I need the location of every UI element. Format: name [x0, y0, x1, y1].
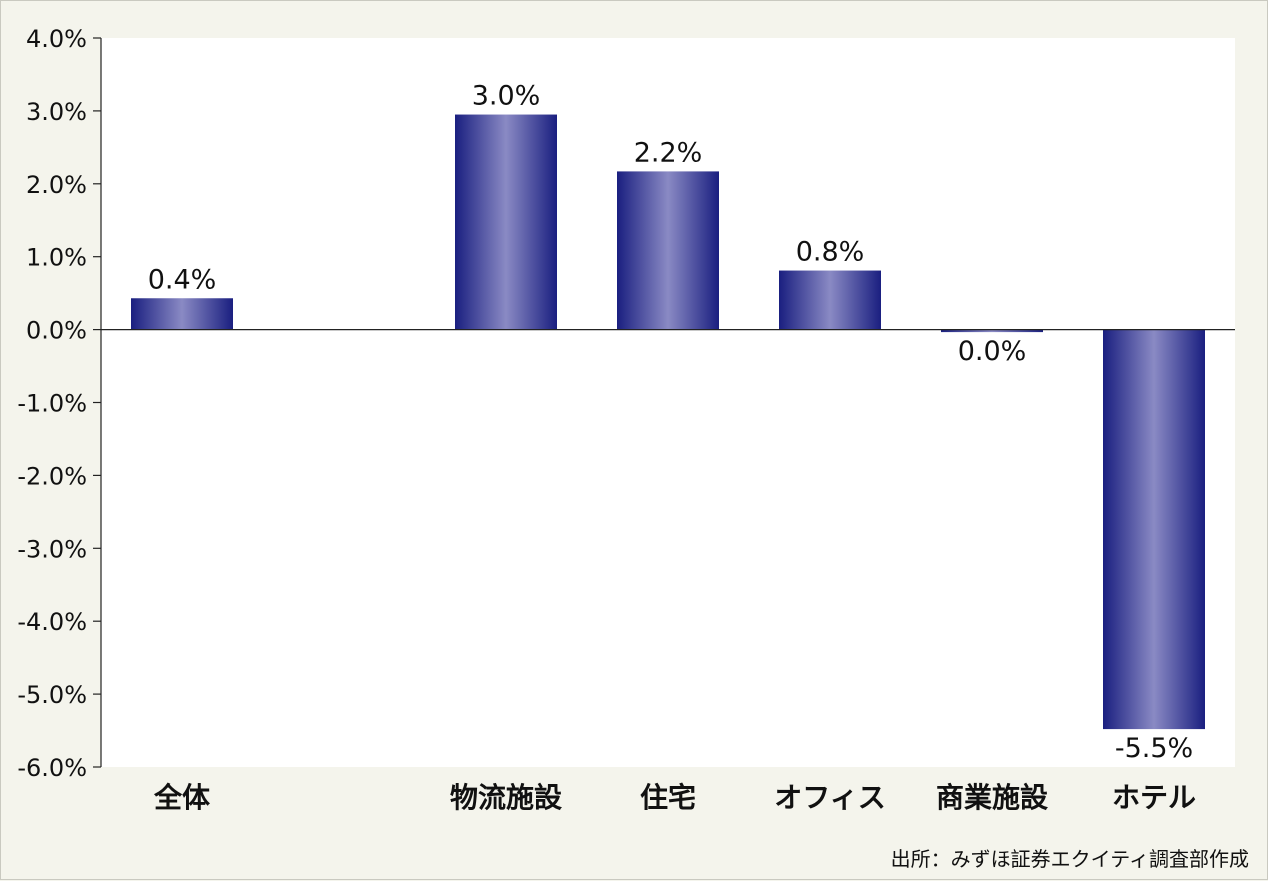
data-label: 2.2% [634, 137, 703, 168]
category-label: 住宅 [640, 781, 696, 814]
bar [617, 171, 719, 330]
category-label: ホテル [1112, 781, 1196, 814]
y-tick-label: 4.0% [26, 25, 87, 53]
y-tick-label: -1.0% [17, 390, 87, 418]
bar [779, 270, 881, 330]
y-tick-label: -2.0% [17, 462, 87, 490]
y-tick-label: -6.0% [17, 754, 87, 782]
source-note: 出所：みずほ証券エクイティ調査部作成 [890, 847, 1249, 871]
y-tick-label: 2.0% [26, 171, 87, 199]
y-tick-label: 3.0% [26, 98, 87, 126]
category-label: 全体 [153, 781, 211, 814]
y-tick-label: 0.0% [26, 317, 87, 345]
y-tick-label: -4.0% [17, 608, 87, 636]
data-label: 0.4% [148, 264, 217, 295]
data-label: -5.5% [1115, 733, 1193, 764]
category-label: 物流施設 [450, 781, 563, 814]
category-label: オフィス [774, 781, 885, 814]
bar [455, 114, 557, 330]
data-label: 3.0% [472, 81, 541, 112]
data-label: 0.8% [796, 237, 865, 268]
plot-area [101, 38, 1235, 767]
y-tick-label: -3.0% [17, 535, 87, 563]
y-tick-label: -5.0% [17, 681, 87, 709]
bar [131, 298, 233, 330]
category-label: 商業施設 [936, 781, 1049, 814]
y-tick-label: 1.0% [26, 244, 87, 272]
bar [941, 329, 1043, 333]
bar [1103, 329, 1205, 730]
data-label: 0.0% [958, 336, 1027, 367]
